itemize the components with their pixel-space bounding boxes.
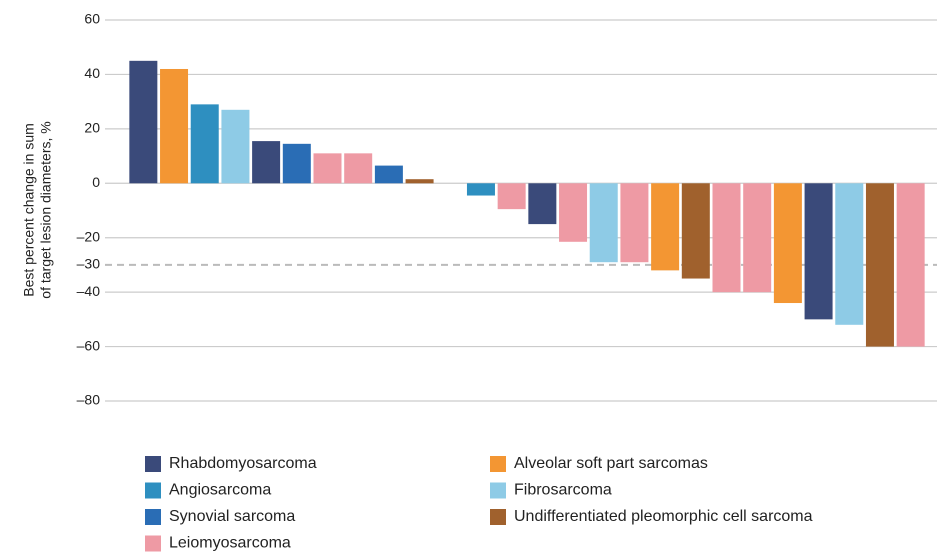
y-tick-label: –30 [77, 256, 101, 272]
legend-swatch [145, 456, 161, 472]
y-tick-label: 60 [84, 11, 100, 27]
y-tick-label: –80 [77, 392, 101, 408]
y-tick-label: 20 [84, 120, 100, 136]
bar [835, 183, 864, 325]
y-tick-label: –60 [77, 337, 101, 353]
bar [466, 183, 495, 196]
legend-swatch [145, 482, 161, 499]
bar [160, 68, 189, 184]
bar [344, 153, 373, 184]
y-tick-label: 0 [92, 174, 100, 190]
legend-label: Fibrosarcoma [514, 482, 612, 499]
bar [589, 183, 618, 263]
y-tick-label: 40 [84, 65, 100, 81]
legend-label: Leiomyosarcoma [169, 535, 291, 552]
bar [221, 109, 250, 184]
y-tick-label: –20 [77, 228, 101, 244]
y-axis-title-line: of target lesion diameters, % [38, 121, 54, 298]
bar [282, 143, 311, 184]
bar [374, 165, 403, 184]
legend-label: Alveolar soft part sarcomas [514, 455, 708, 472]
bar [773, 183, 802, 304]
bar [129, 60, 158, 184]
legend-label: Undifferentiated pleomorphic cell sarcom… [514, 508, 813, 525]
bar [559, 183, 588, 242]
legend-swatch [145, 535, 161, 552]
bar [620, 183, 649, 263]
legend-swatch [490, 482, 506, 499]
bar [405, 179, 434, 184]
bar [528, 183, 557, 225]
bar [896, 183, 925, 347]
bar [743, 183, 772, 293]
bar [804, 183, 833, 320]
y-axis-title: Best percent change in sum of target les… [21, 121, 54, 298]
bar [681, 183, 710, 279]
bar [651, 183, 680, 271]
legend-swatch [490, 456, 506, 472]
y-axis-title-line: Best percent change in sum [21, 123, 37, 297]
bar [313, 153, 342, 184]
bar [252, 141, 281, 184]
legend-label: Angiosarcoma [169, 482, 271, 499]
bar [712, 183, 741, 293]
legend-swatch [145, 509, 161, 525]
legend-label: Synovial sarcoma [169, 508, 295, 525]
legend: Rhabdomyosarcoma Angiosarcoma Synovial sar… [145, 455, 813, 552]
y-tick-label: –40 [77, 283, 101, 299]
bar [497, 183, 526, 210]
bar [190, 104, 219, 184]
bar [865, 183, 894, 347]
legend-label: Rhabdomyosarcoma [169, 455, 317, 472]
legend-swatch [490, 509, 506, 525]
